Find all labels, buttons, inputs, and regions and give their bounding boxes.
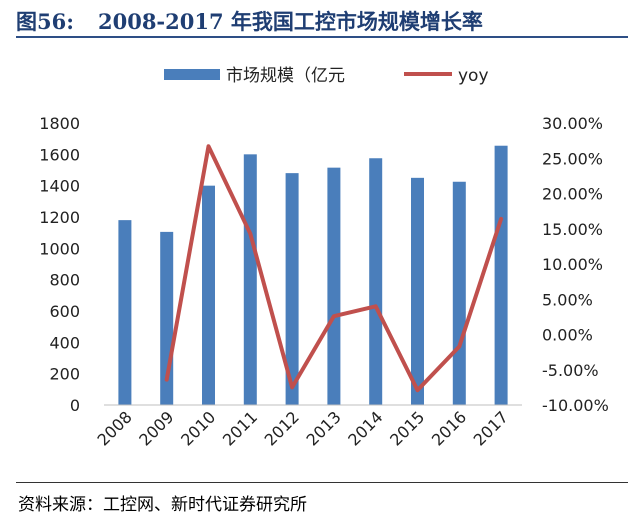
title-rule	[16, 36, 628, 38]
right-tick-label: 5.00%	[542, 290, 593, 309]
figure-title-text: 2008-2017 年我国工控市场规模增长率	[97, 9, 483, 34]
figure-title: 图56: 2008-2017 年我国工控市场规模增长率	[16, 6, 483, 36]
bar-2012	[285, 173, 299, 405]
left-tick-label: 800	[49, 271, 80, 290]
legend-bar-swatch	[164, 69, 220, 80]
right-tick-label: -10.00%	[542, 396, 609, 415]
left-tick-label: 400	[49, 333, 80, 352]
x-tick-label: 2014	[344, 407, 386, 449]
left-tick-label: 1800	[39, 114, 80, 133]
right-tick-label: 20.00%	[542, 185, 603, 204]
left-tick-label: 1200	[39, 208, 80, 227]
bar-series	[118, 145, 508, 405]
x-tick-label: 2008	[94, 407, 136, 449]
right-tick-label: 30.00%	[542, 114, 603, 133]
bar-2015	[411, 177, 424, 405]
left-tick-label: 200	[49, 365, 80, 384]
left-tick-label: 600	[49, 302, 80, 321]
bar-2017	[494, 145, 508, 405]
yoy-line-series	[164, 144, 504, 393]
bar-2014	[369, 158, 383, 405]
chart: 市场规模（亿元 yoy 0 200 400 600 800 1000 1200 1400 160…	[39, 66, 609, 450]
left-tick-label: 1000	[39, 239, 80, 258]
bar-2013	[327, 167, 341, 405]
legend: 市场规模（亿元 yoy	[164, 66, 489, 86]
figure-number: 图56:	[16, 9, 74, 34]
right-tick-label: 0.00%	[542, 326, 593, 345]
right-tick-label: -5.00%	[542, 361, 599, 380]
x-tick-label: 2009	[135, 407, 177, 449]
right-tick-label: 25.00%	[542, 149, 603, 168]
legend-bar-label: 市场规模（亿元	[226, 66, 345, 86]
bar-2010	[202, 185, 215, 405]
bar-2016	[452, 181, 466, 405]
left-tick-label: 1600	[39, 145, 80, 164]
yoy-line	[164, 144, 504, 393]
x-tick-label: 2010	[177, 407, 219, 449]
left-axis: 0 200 400 600 800 1000 1200 1400 1600 1800	[39, 114, 80, 415]
x-tick-label: 2011	[219, 407, 261, 449]
x-tick-label: 2013	[303, 407, 345, 449]
bar-2008	[118, 220, 132, 405]
right-tick-label: 10.00%	[542, 255, 603, 274]
left-tick-label: 0	[70, 396, 80, 415]
x-tick-label: 2015	[386, 407, 428, 449]
source-rule	[16, 482, 628, 483]
right-axis: -10.00% -5.00% 0.00% 5.00% 10.00% 15.00% 20.00…	[542, 114, 609, 415]
x-tick-label: 2012	[261, 407, 303, 449]
bar-2011	[243, 154, 257, 405]
left-tick-label: 1400	[39, 177, 80, 196]
legend-line-label: yoy	[458, 66, 489, 86]
x-tick-label: 2016	[428, 407, 470, 449]
source-note: 资料来源：工控网、新时代证券研究所	[18, 495, 307, 515]
x-tick-label: 2017	[470, 407, 512, 449]
right-tick-label: 15.00%	[542, 220, 603, 239]
x-axis: 2008 2009 2010 2011 2012 2013 2014 2015 2016 2017	[94, 404, 522, 450]
